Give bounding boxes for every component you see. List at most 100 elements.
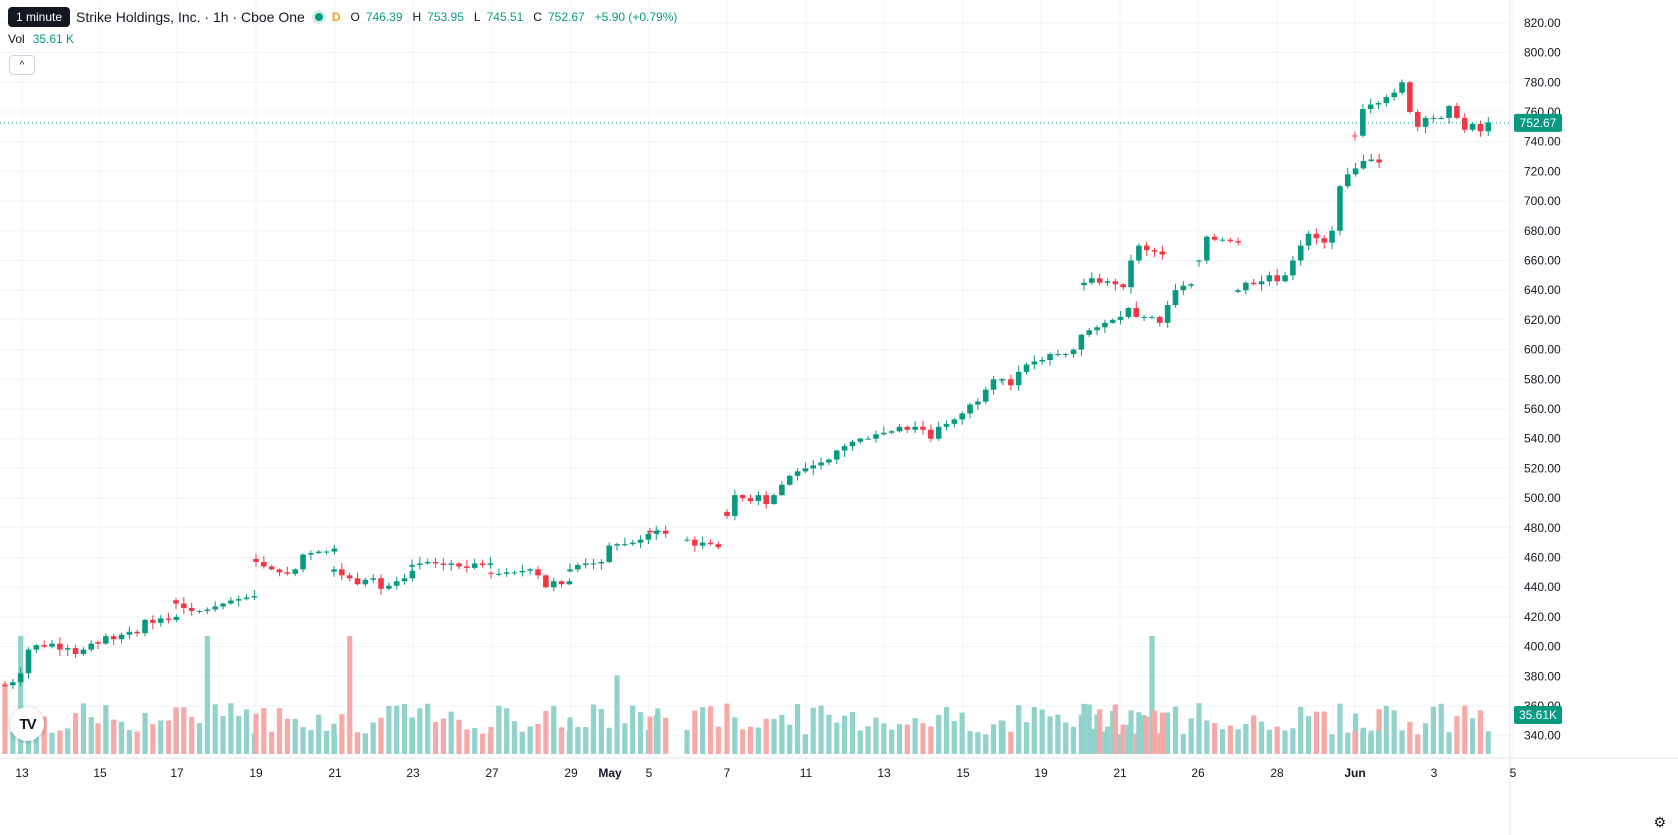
candle-body	[1383, 97, 1390, 104]
candle-body	[150, 619, 156, 623]
price-tick-label: 700.00	[1524, 194, 1561, 208]
candle-body	[990, 379, 997, 390]
volume-bar	[818, 705, 824, 754]
volume-bar	[763, 718, 769, 754]
volume-bar	[590, 704, 597, 754]
candle-body	[1008, 379, 1014, 386]
candle-body	[1015, 371, 1022, 386]
time-tick-label: 13	[15, 766, 29, 780]
high-key: H	[412, 10, 422, 24]
volume-bar	[598, 709, 604, 754]
candle-body	[173, 600, 179, 604]
price-tick-label: 780.00	[1524, 75, 1561, 89]
time-axis[interactable]: 13 15 17 19 21 23 27 29 May 5 7 11 13 15 19 21 26 28 Jun 3 5	[0, 757, 1678, 780]
price-tick-label: 540.00	[1524, 432, 1561, 446]
interval-tooltip: 1 minute	[8, 7, 71, 27]
price-axis[interactable]: 820.00800.00780.00760.00740.00720.00700.…	[1509, 0, 1562, 835]
volume-bar	[103, 705, 109, 754]
volume-bar	[1352, 731, 1358, 754]
volume-bar	[1243, 724, 1249, 754]
candle-body	[1321, 238, 1328, 243]
candle-body	[1062, 354, 1069, 356]
candle-body	[951, 419, 958, 424]
tradingview-logo[interactable]: TV	[10, 707, 44, 741]
volume-bar	[1144, 716, 1150, 754]
volume-bar	[472, 728, 478, 754]
candle-body	[1329, 230, 1335, 243]
volume-bar	[1188, 718, 1194, 754]
candle-body	[1102, 322, 1108, 328]
volume-bar	[558, 727, 565, 754]
candle-body	[1023, 364, 1030, 372]
volume-bar	[614, 675, 620, 754]
time-tick-label: 13	[877, 766, 891, 780]
volume-bar	[1298, 706, 1304, 754]
volume-bar	[362, 733, 368, 754]
time-tick-label: 27	[485, 766, 499, 780]
volume-bar	[95, 723, 101, 754]
candle-body	[1461, 117, 1468, 130]
candle-body	[409, 570, 416, 579]
volume-bar	[606, 727, 612, 754]
gear-icon[interactable]: ⚙	[1653, 814, 1666, 830]
volume-bar	[284, 718, 290, 754]
candle-body	[1081, 282, 1087, 286]
candle-body	[378, 578, 384, 589]
candle-body	[818, 462, 824, 466]
candle-body	[747, 498, 754, 502]
candle-body	[575, 564, 581, 570]
chevron-up-icon: ^	[19, 59, 25, 71]
candle-body	[614, 544, 620, 546]
volume-bar	[347, 636, 353, 754]
volume-bar	[967, 731, 973, 754]
volume-bar	[802, 734, 808, 754]
volume-bar	[857, 730, 863, 754]
time-tick-label: Jun	[1344, 766, 1365, 780]
volume-bar	[1391, 710, 1397, 754]
candle-body	[857, 438, 864, 442]
volume-bar	[394, 705, 400, 754]
chart-legend: 1 minute Strike Holdings, Inc. · 1h · Cb…	[8, 7, 677, 27]
price-tick-label: 640.00	[1524, 283, 1561, 297]
price-tick-label: 560.00	[1524, 402, 1561, 416]
volume-bar	[1375, 730, 1382, 754]
volume-bar	[126, 730, 132, 754]
volume-bar	[779, 714, 785, 754]
data-delay-badge: D	[331, 10, 341, 24]
volume-bar	[1070, 726, 1077, 754]
volume-bar	[951, 721, 957, 754]
candle-body	[1414, 111, 1421, 127]
candle-body	[243, 597, 250, 600]
volume-bar	[1454, 716, 1460, 754]
volume-bar	[511, 721, 518, 754]
candle-body	[1313, 233, 1320, 239]
candle-body	[487, 563, 494, 565]
volume-bar	[1047, 716, 1053, 754]
volume-bar	[448, 711, 454, 754]
candle-body	[354, 578, 361, 585]
volume-bar	[18, 636, 24, 754]
time-tick-label: 19	[1034, 766, 1048, 780]
price-tick-label: 720.00	[1524, 164, 1561, 178]
market-status[interactable]: D	[314, 10, 341, 24]
candle-body	[1211, 236, 1218, 240]
volume-bar	[724, 703, 730, 754]
candle-body	[17, 673, 24, 683]
candle-body	[41, 645, 47, 647]
volume-bar	[181, 707, 187, 754]
volume-bar	[41, 716, 47, 754]
candle-body	[684, 539, 690, 541]
volume-bar	[928, 726, 934, 754]
candle-body	[292, 569, 298, 574]
volume-bar	[1477, 710, 1484, 754]
volume-bar	[1485, 731, 1491, 754]
collapse-legend-button[interactable]: ^	[9, 55, 35, 75]
symbol-title[interactable]: Strike Holdings, Inc. · 1h · Cboe One	[76, 9, 305, 25]
time-tick-label: 17	[170, 766, 184, 780]
volume-bar	[1282, 730, 1288, 754]
volume-bar	[1274, 726, 1280, 754]
price-tick-label: 340.00	[1524, 729, 1561, 743]
volume-bar	[1383, 705, 1389, 754]
volume-bar	[33, 726, 39, 754]
